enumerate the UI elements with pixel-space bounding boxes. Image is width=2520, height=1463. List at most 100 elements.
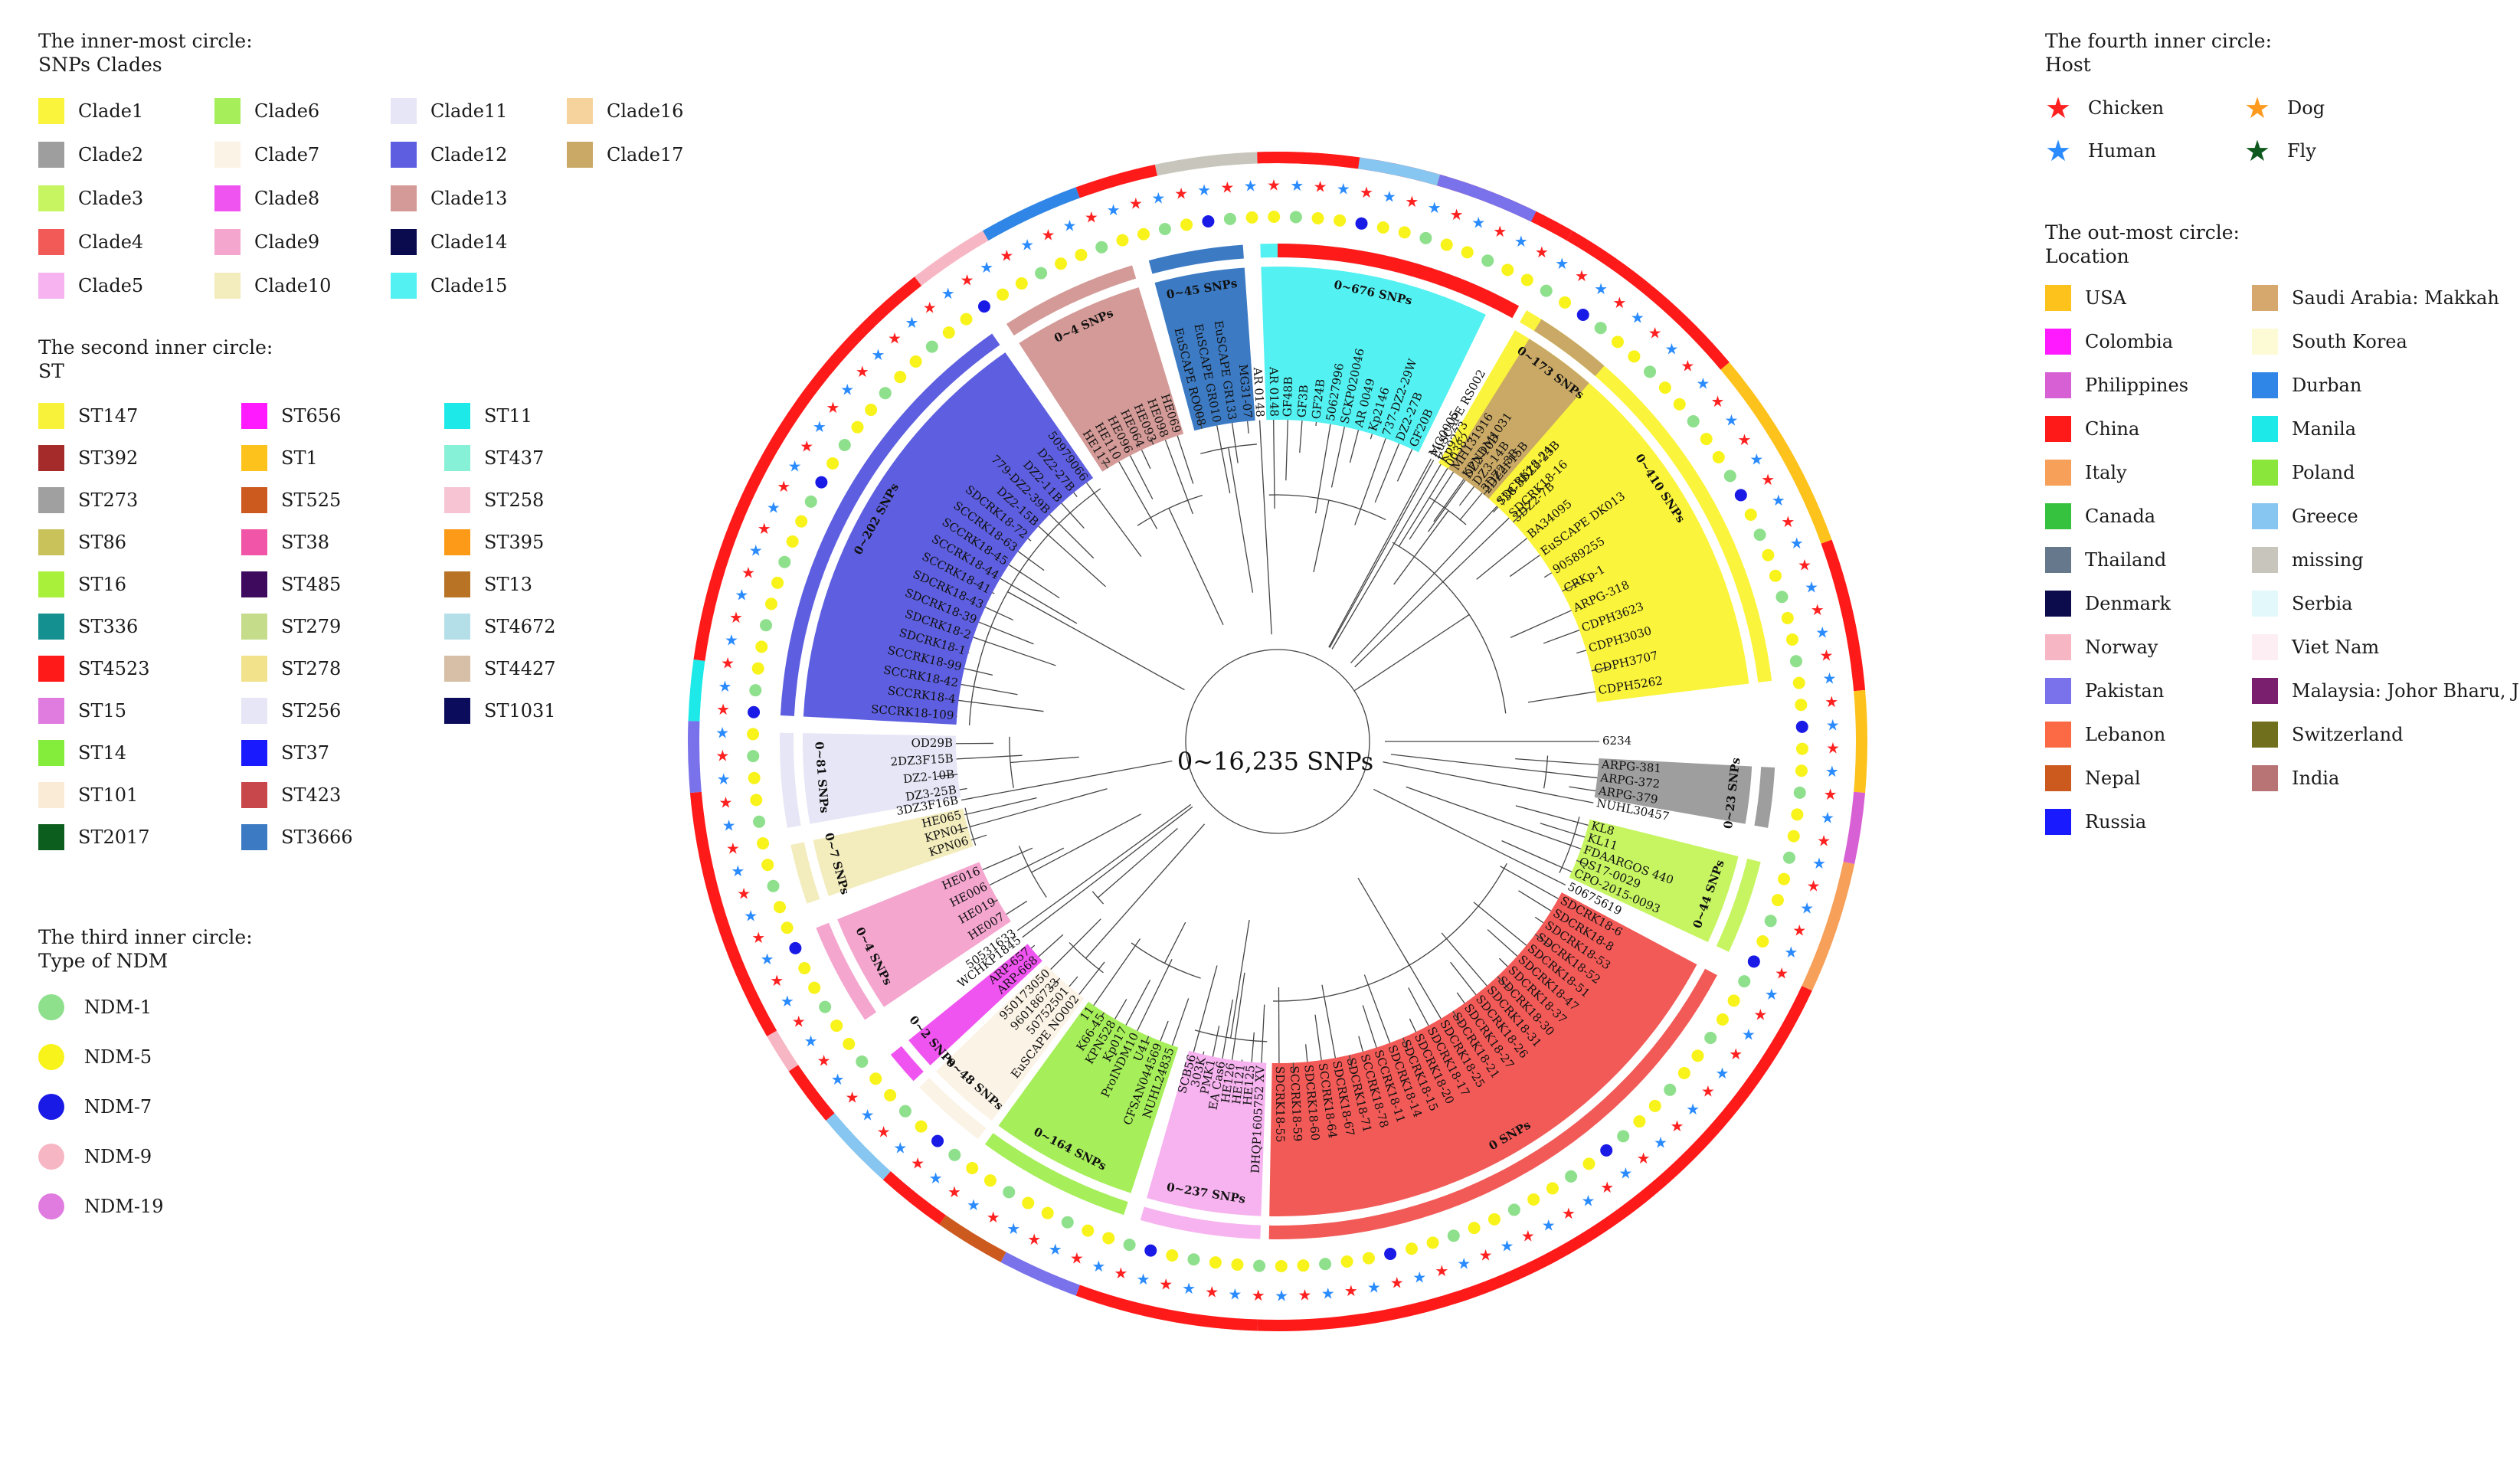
branch	[1069, 976, 1078, 987]
star-icon: ★	[1479, 1246, 1493, 1265]
legend-label: Clade17	[607, 144, 684, 165]
legend-item-st525: ST525	[241, 487, 341, 513]
legend-label: Clade2	[78, 144, 144, 165]
legend-swatch	[241, 782, 267, 808]
legend-swatch	[567, 142, 593, 168]
branch	[1363, 974, 1391, 1043]
star-icon: ★	[1637, 1149, 1651, 1167]
ndm-dot	[865, 404, 878, 417]
tip-label: AR 0148	[1251, 366, 1268, 417]
star-icon: ★	[846, 1088, 859, 1107]
ndm-dot	[1712, 450, 1725, 463]
ndm-dot	[1334, 214, 1347, 227]
legend-item-clade3: Clade3	[38, 185, 143, 211]
star-icon: ★	[1742, 1026, 1756, 1044]
legend-label: ST395	[484, 532, 545, 553]
legend-item-fly: ★ Fly	[2244, 136, 2316, 165]
ndm-dot	[1677, 1066, 1690, 1079]
legend-swatch	[38, 98, 64, 124]
ndm-dot	[804, 495, 817, 508]
root-arc	[1185, 649, 1370, 834]
legend-item-colombia: Colombia	[2045, 329, 2173, 355]
branch	[1022, 806, 1193, 938]
branch	[1458, 486, 1474, 506]
star-icon: ★	[1428, 198, 1442, 217]
star-icon: ★	[719, 793, 733, 811]
legend-item-manila: Manila	[2252, 416, 2356, 442]
star-icon: ★	[1575, 267, 1589, 285]
star-icon: ★	[1790, 534, 1804, 552]
legend-swatch	[38, 185, 64, 211]
st-band	[790, 842, 820, 904]
branch	[1406, 786, 1571, 846]
branch	[955, 826, 968, 832]
ndm-dot	[851, 421, 864, 434]
star-icon: ★	[941, 284, 955, 303]
star-icon: ★	[1710, 392, 1724, 411]
star-icon: ★	[1729, 1045, 1743, 1063]
branch	[1031, 813, 1141, 873]
ndm-dot	[751, 662, 764, 675]
location-band	[1854, 689, 1867, 794]
branch	[1258, 420, 1272, 635]
ndm-dot	[1764, 915, 1777, 928]
legend-item-st1: ST1	[241, 445, 318, 471]
legend-swatch	[2045, 329, 2071, 355]
star-icon: ★	[826, 398, 840, 417]
branch	[1329, 460, 1435, 648]
st-band	[1278, 244, 1520, 319]
legend-swatch	[38, 656, 64, 682]
st-band	[984, 1133, 1128, 1216]
legend-label: Clade4	[78, 231, 144, 253]
clade-wedge	[1261, 266, 1486, 453]
location-band	[983, 187, 1080, 241]
legend-label: Clade12	[430, 144, 508, 165]
legend-item-malaysia-johor-bharu-johor: Malaysia: Johor Bharu, Johor	[2252, 678, 2520, 704]
branch	[1562, 581, 1580, 592]
ndm-dot	[761, 859, 774, 872]
star-icon: ★	[1244, 176, 1258, 195]
star-icon: ★	[1298, 1286, 1311, 1304]
legend-label: Clade1	[78, 100, 144, 122]
legend-item-clade6: Clade6	[214, 98, 319, 124]
legend-item-st4672: ST4672	[444, 614, 556, 640]
ndm-dot	[1704, 1032, 1717, 1045]
legend-item-st258: ST258	[444, 487, 544, 513]
legend-dot-icon	[38, 1044, 64, 1070]
legend-label: Poland	[2292, 462, 2355, 483]
ndm-dot	[1082, 1224, 1095, 1237]
star-icon: ★	[1360, 183, 1373, 201]
legend-swatch	[2045, 503, 2071, 529]
legend-label: Lebanon	[2085, 724, 2166, 745]
legend-item-lebanon: Lebanon	[2045, 722, 2165, 748]
tip-label: AR 0148	[1267, 366, 1281, 417]
st-band	[1268, 968, 1717, 1239]
branch	[982, 847, 1033, 871]
legend-swatch	[241, 403, 267, 429]
legend-swatch	[38, 487, 64, 513]
legend-label: NDM-7	[84, 1096, 152, 1118]
branch	[1428, 479, 1466, 532]
legend-swatch	[38, 229, 64, 255]
branch	[1404, 957, 1442, 1020]
legend-item-st437: ST437	[444, 445, 544, 471]
legend-label: USA	[2085, 287, 2126, 309]
branch	[1038, 525, 1107, 587]
ndm-dot	[1658, 381, 1671, 394]
legend-label: missing	[2292, 549, 2364, 571]
star-icon: ★	[1686, 1100, 1700, 1118]
ndm-dot	[1405, 1242, 1418, 1255]
star-icon: ★	[1267, 176, 1281, 195]
star-icon: ★	[1819, 646, 1833, 665]
ndm-dot	[795, 515, 808, 528]
legend-swatch	[2045, 765, 2071, 791]
ndm-dot	[786, 535, 799, 548]
ndm-dot	[1747, 955, 1760, 968]
legend-label: ST392	[78, 447, 139, 469]
legend-item-st256: ST256	[241, 698, 341, 724]
branch	[1212, 1026, 1220, 1057]
branch	[1085, 823, 1206, 959]
legend-swatch	[2252, 285, 2278, 311]
star-icon: ★	[1390, 1274, 1404, 1292]
branch	[1534, 916, 1544, 924]
